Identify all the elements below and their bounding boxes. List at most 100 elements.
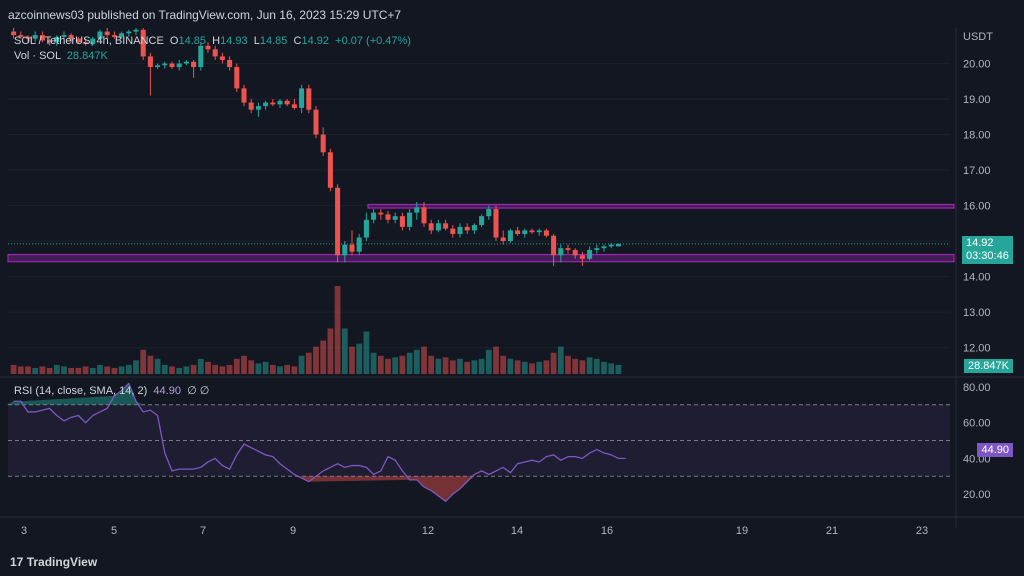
candle-body[interactable] — [306, 88, 312, 110]
candle-body[interactable] — [522, 230, 528, 234]
candle-body[interactable] — [68, 35, 74, 39]
candle-body[interactable] — [255, 106, 261, 110]
candle-body[interactable] — [126, 31, 132, 34]
candle-body[interactable] — [500, 237, 506, 242]
candle-body[interactable] — [371, 212, 377, 220]
candle-body[interactable] — [579, 255, 585, 259]
candle-body[interactable] — [464, 226, 470, 231]
candle-body[interactable] — [601, 246, 607, 249]
candle-body[interactable] — [428, 223, 434, 231]
candle-body[interactable] — [47, 40, 53, 43]
candle-body[interactable] — [270, 102, 276, 105]
candle-body[interactable] — [155, 65, 161, 68]
candle-body[interactable] — [558, 248, 564, 256]
candle-body[interactable] — [227, 59, 233, 68]
resistance-zone[interactable] — [367, 203, 955, 209]
candle-body[interactable] — [457, 226, 463, 234]
candle-body[interactable] — [378, 212, 384, 215]
candle-body[interactable] — [83, 42, 89, 44]
candle-body[interactable] — [536, 230, 542, 233]
candle-body[interactable] — [615, 243, 621, 247]
candle-body[interactable] — [191, 61, 197, 68]
candle-body[interactable] — [435, 223, 441, 231]
candle-body[interactable] — [594, 248, 600, 250]
candle-body[interactable] — [551, 235, 557, 256]
candle-body[interactable] — [75, 38, 81, 43]
candle-body[interactable] — [18, 35, 24, 37]
candle-body[interactable] — [291, 104, 297, 108]
candle-body[interactable] — [529, 230, 535, 233]
candle-body[interactable] — [25, 36, 31, 39]
candle-body[interactable] — [515, 230, 521, 234]
candle-body[interactable] — [407, 212, 413, 227]
candle-body[interactable] — [565, 248, 571, 250]
candle-body[interactable] — [147, 56, 153, 68]
support-zone[interactable] — [7, 253, 955, 263]
volume-bar — [593, 358, 600, 374]
candle-body[interactable] — [176, 63, 182, 68]
candle-body[interactable] — [399, 216, 405, 227]
candle-body[interactable] — [97, 31, 103, 39]
candle-body[interactable] — [327, 152, 333, 188]
candle-body[interactable] — [11, 31, 17, 36]
candle-body[interactable] — [486, 209, 492, 217]
volume-bar — [17, 366, 24, 374]
candle-body[interactable] — [54, 36, 60, 43]
candle-body[interactable] — [608, 244, 614, 247]
candle-body[interactable] — [277, 100, 283, 105]
candle-body[interactable] — [234, 67, 240, 89]
candle-body[interactable] — [363, 219, 369, 238]
candle-body[interactable] — [356, 237, 362, 252]
candle-body[interactable] — [90, 38, 96, 44]
candle-body[interactable] — [39, 35, 45, 41]
candle-body[interactable] — [335, 187, 341, 256]
candle-body[interactable] — [320, 134, 326, 153]
candle-body[interactable] — [479, 216, 485, 226]
symbol-label[interactable]: SOL / TetherUS, 4h, BINANCE — [14, 35, 164, 47]
candle-body[interactable] — [263, 102, 269, 107]
candle-body[interactable] — [248, 102, 254, 110]
candle-body[interactable] — [140, 29, 146, 57]
candle-body[interactable] — [443, 223, 449, 229]
candle-body[interactable] — [421, 207, 427, 224]
candle-body[interactable] — [162, 63, 168, 66]
tradingview-logo[interactable]: 17 TradingView — [10, 555, 97, 569]
candle-body[interactable] — [284, 100, 290, 105]
chart-area[interactable]: USDT20.0019.0018.0017.0016.0015.0014.001… — [0, 28, 1024, 548]
candle-body[interactable] — [392, 216, 398, 220]
candle-body[interactable] — [342, 244, 348, 256]
candle-body[interactable] — [587, 249, 593, 259]
volume-bar — [219, 366, 226, 374]
candle-body[interactable] — [169, 63, 175, 68]
candle-body[interactable] — [450, 228, 456, 234]
candle-body[interactable] — [104, 31, 110, 36]
candle-body[interactable] — [349, 244, 355, 252]
rsi-line[interactable] — [13, 382, 626, 503]
candle-body[interactable] — [183, 61, 189, 64]
candle-body[interactable] — [299, 88, 305, 108]
candle-body[interactable] — [219, 56, 225, 60]
volume-label[interactable]: Vol · SOL — [14, 50, 61, 62]
volume-bar — [356, 343, 363, 374]
candle-body[interactable] — [205, 45, 211, 50]
candle-body[interactable] — [212, 49, 218, 57]
candle-body[interactable] — [241, 88, 247, 103]
volume-bar — [377, 355, 384, 374]
candle-body[interactable] — [414, 207, 420, 213]
candle-body[interactable] — [385, 214, 391, 220]
candle-body[interactable] — [111, 35, 117, 37]
candle-body[interactable] — [572, 249, 578, 256]
candle-body[interactable] — [313, 109, 319, 135]
candle-body[interactable] — [133, 29, 139, 32]
candle-body[interactable] — [471, 225, 477, 231]
chart-svg[interactable]: USDT20.0019.0018.0017.0016.0015.0014.001… — [0, 28, 1024, 548]
candle-body[interactable] — [119, 33, 125, 37]
candle-body[interactable] — [507, 230, 513, 242]
candle-body[interactable] — [198, 45, 204, 68]
candle-body[interactable] — [61, 35, 67, 37]
candle-body[interactable] — [543, 230, 549, 236]
candle-body[interactable] — [32, 35, 38, 39]
volume-bar — [190, 364, 197, 374]
rsi-label[interactable]: RSI (14, close, SMA, 14, 2) — [14, 385, 148, 397]
candle-body[interactable] — [493, 209, 499, 238]
